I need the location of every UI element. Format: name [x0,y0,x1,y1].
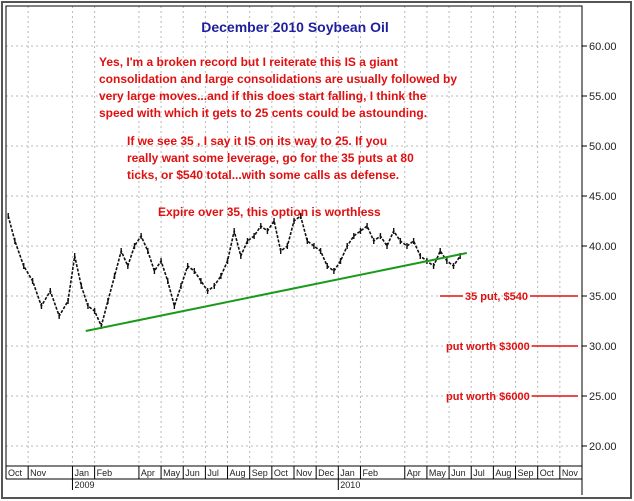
level-label: put worth $3000 [446,341,530,353]
year-label: 2009 [74,480,94,490]
y-tick-label: 30.00 [589,341,617,353]
x-tick-label: Sep [252,468,268,478]
y-tick-label: 50.00 [589,141,617,153]
y-tick-label: 20.00 [589,441,617,453]
annotation-line: If we see 35 , I say it IS on its way to… [127,134,387,148]
x-tick-label: Jul [473,468,485,478]
x-tick-label: Oct [8,468,23,478]
x-tick-label: Apr [407,468,421,478]
y-tick-label: 25.00 [589,391,617,403]
x-tick-label: Jun [185,468,200,478]
level-label: 35 put, $540 [465,291,528,303]
y-tick-label: 60.00 [589,41,617,53]
x-tick-label: Sep [518,468,534,478]
annotation-line: very large moves...and if this does star… [99,89,427,103]
y-tick-label: 55.00 [589,91,617,103]
x-tick-label: May [163,468,181,478]
annotation-line: consolidation and large consolidations a… [99,72,457,86]
chart-title: December 2010 Soybean Oil [201,19,389,35]
x-tick-label: Apr [141,468,155,478]
annotation-line: really want some leverage, go for the 35… [127,151,414,165]
x-tick-label: Aug [495,468,511,478]
annotation-line: ticks, or $540 total...with some calls a… [127,168,399,182]
x-tick-label: Oct [274,468,289,478]
x-tick-label: Oct [540,468,555,478]
level-label: put worth $6000 [446,391,530,403]
x-tick-label: May [429,468,447,478]
x-tick-label: Dec [318,468,335,478]
year-label: 2010 [340,480,360,490]
x-axis: Oct Nov Jan Feb Apr May Jun Jul Aug Sep Oct Nov Dec J… [5,465,582,490]
annotation-paragraph-1: Yes, I'm a broken record but I reiterate… [99,55,457,120]
y-tick-label: 40.00 [589,241,617,253]
x-tick-label: Nov [562,468,579,478]
grid-lines [5,6,582,466]
y-tick-label: 35.00 [589,291,617,303]
annotation-line: Yes, I'm a broken record but I reiterate… [99,55,398,69]
x-tick-label: Jun [451,468,466,478]
x-tick-label: Nov [30,468,47,478]
annotation-line: speed with which it gets to 25 cents cou… [99,106,427,120]
annotation-paragraph-2: If we see 35 , I say it IS on its way to… [127,134,414,182]
trendline [85,252,468,332]
plot-frame [5,5,583,467]
x-tick-label: Jan [74,468,89,478]
x-tick-label: Jan [340,468,355,478]
x-tick-label: Feb [97,468,113,478]
x-tick-label: Jul [207,468,219,478]
x-tick-label: Feb [362,468,378,478]
x-tick-label: Nov [296,468,313,478]
level-annotations: 35 put, $540 put worth $3000 put worth $60… [440,291,578,403]
expire-annotation: Expire over 35, this option is worthless [158,205,381,219]
y-tick-label: 45.00 [589,191,617,203]
x-tick-label: Aug [230,468,246,478]
